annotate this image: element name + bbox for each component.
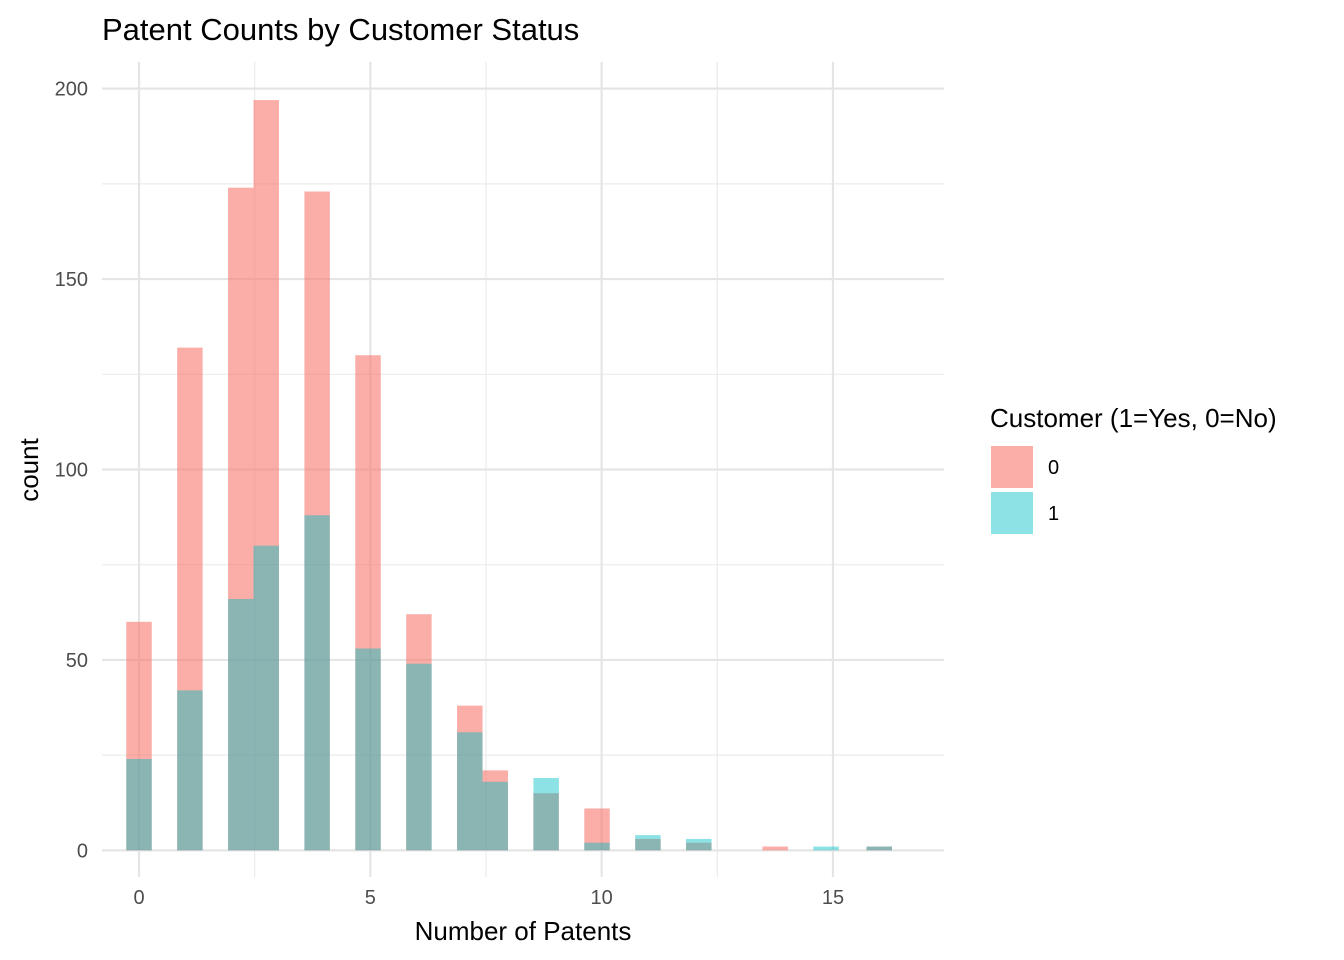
bar-customer-1 [635,835,661,851]
bar-customer-1 [457,732,483,851]
legend-title: Customer (1=Yes, 0=No) [990,403,1277,433]
bar-customer-0 [457,705,483,851]
bar-customer-0 [533,793,559,851]
bar-customer-1 [126,758,152,851]
legend-key-0 [991,446,1033,488]
bar-customer-0 [635,838,661,851]
bar-customer-1 [253,545,279,851]
bar-customer-0 [406,614,432,851]
legend-label-0: 0 [1048,457,1059,479]
bar-customer-1 [813,846,839,851]
bar-customer-0 [126,621,152,851]
bar-customer-1 [533,777,559,851]
bar-customer-0 [866,846,892,851]
bar-customer-1 [228,598,254,851]
bar-customer-1 [866,846,892,851]
bar-customer-1 [482,781,508,851]
bar-customer-0 [762,846,788,851]
bar-customer-1 [584,842,610,851]
bar-customer-0 [304,191,330,851]
legend-key-1 [991,492,1033,534]
legend-items: 01 [991,446,1059,534]
legend: Customer (1=Yes, 0=No) 01 [990,403,1277,534]
bar-customer-0 [355,355,381,851]
chart-title: Patent Counts by Customer Status [102,12,579,47]
x-axis-tick-labels: 0 5 10 15 [133,887,844,909]
legend-label-1: 1 [1048,503,1059,525]
bar-customer-1 [177,690,203,851]
bar-customer-0 [177,347,203,851]
x-tick-label: 5 [365,887,376,909]
x-tick-label: 0 [133,887,144,909]
bar-customer-1 [355,648,381,851]
x-tick-label: 10 [591,887,613,909]
bar-customer-1 [304,515,330,851]
bar-customer-0 [584,808,610,851]
bar-customer-1 [406,663,432,851]
bar-customer-1 [686,838,712,851]
y-tick-label: 200 [55,79,88,101]
y-tick-label: 0 [77,840,88,862]
y-axis-tick-labels: 0 50 100 150 200 [55,79,88,863]
y-axis-title: count [14,437,44,501]
bar-customer-0 [253,100,279,851]
bar-customer-0 [686,842,712,851]
bar-customer-0 [228,187,254,851]
histogram-bars [126,100,892,851]
bar-customer-0 [482,770,508,851]
y-tick-label: 100 [55,460,88,482]
y-tick-label: 50 [66,650,88,672]
y-tick-label: 150 [55,269,88,291]
x-tick-label: 15 [822,887,844,909]
x-axis-title: Number of Patents [415,916,632,946]
